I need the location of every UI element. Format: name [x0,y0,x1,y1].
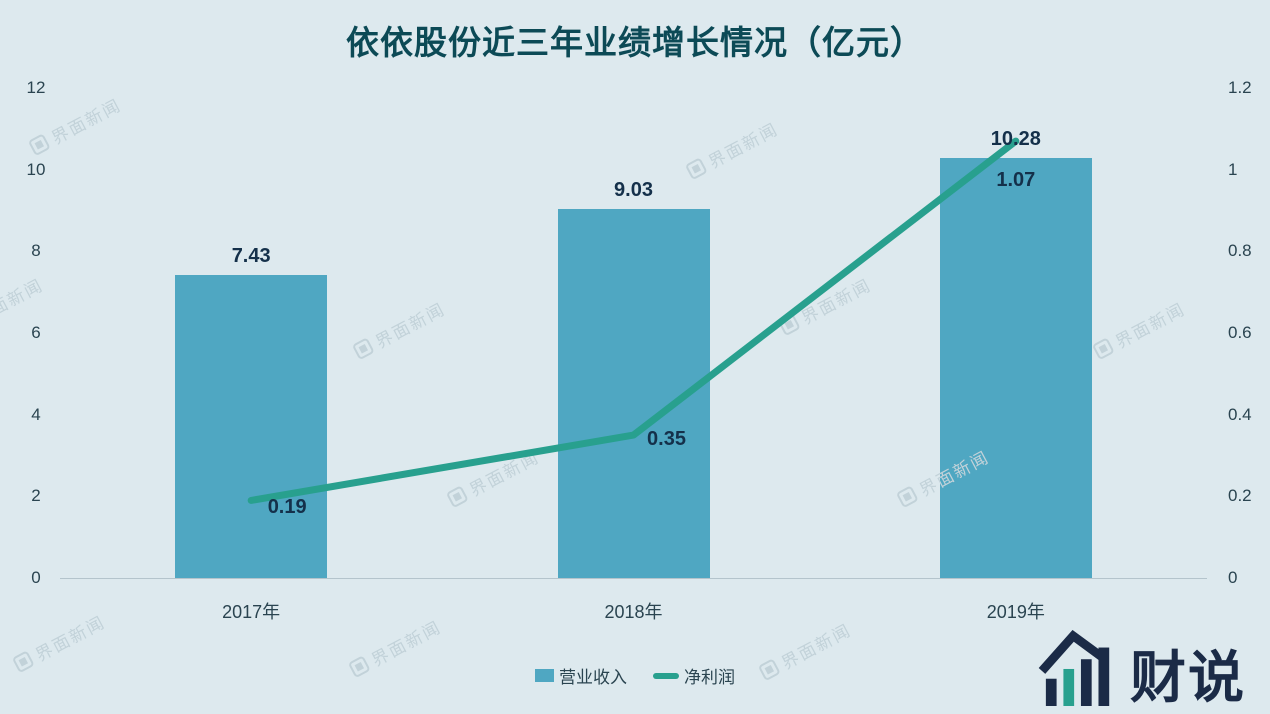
watermark-text: 界面新闻 [705,119,782,173]
y-axis-left-tick: 4 [31,404,41,424]
brand-text: 财说 [1130,646,1246,709]
y-axis-left-tick: 2 [31,486,41,506]
y-axis-left-tick: 12 [26,78,46,97]
y-axis-left-tick: 10 [26,159,46,179]
watermark-jiemian: 界面新闻 [26,91,125,160]
x-axis-label: 2019年 [986,602,1045,622]
legend-item-net-profit: 净利润 [653,663,735,688]
jiemian-logo-icon [895,485,919,509]
line-value-label: 0.19 [267,496,307,519]
jiemian-logo-icon [1091,337,1115,361]
y-axis-right-tick: 0.6 [1228,323,1252,342]
legend-label: 净利润 [684,668,735,687]
watermark-jiemian: 界面新闻 [1090,295,1189,364]
legend-item-revenue: 营业收入 [535,663,627,688]
line-value-label: 1.07 [996,169,1036,192]
y-axis-left-tick: 6 [31,323,41,342]
legend-label: 营业收入 [559,668,627,687]
jiemian-logo-icon [777,313,801,337]
watermark-text: 界面新闻 [0,275,47,329]
watermark-text: 界面新闻 [1112,299,1189,353]
y-axis-right-tick: 1.2 [1228,78,1252,97]
y-axis-left-tick: 0 [31,568,41,587]
line-swatch-icon [653,672,679,679]
bar-value-label: 9.03 [614,179,653,202]
bar-value-label: 7.43 [231,244,271,267]
brand-logo: 财说 [1038,630,1246,706]
y-axis-right-tick: 0.2 [1228,486,1252,506]
x-axis-label: 2017年 [222,602,281,622]
chart-title: 依依股份近三年业绩增长情况（亿元） [346,24,924,61]
watermark-text: 界面新闻 [372,299,449,353]
legend: 营业收入 净利润 [0,663,1270,688]
watermark-jiemian: 界面新闻 [683,115,782,184]
revenue-bar [557,209,710,578]
watermark-text: 界面新闻 [32,612,109,666]
x-axis-label: 2018年 [604,602,663,622]
y-axis-right-tick: 0 [1228,568,1238,587]
watermark-jiemian: 界面新闻 [776,271,875,340]
watermark-text: 界面新闻 [798,275,875,329]
y-axis-right-tick: 0.4 [1228,404,1252,424]
jiemian-logo-icon [27,133,51,157]
x-axis-line [60,578,1207,579]
jiemian-logo-icon [684,157,708,181]
y-axis-left-tick: 8 [31,241,41,261]
jiemian-logo-icon [445,485,469,509]
jiemian-logo-icon [351,337,375,361]
revenue-bar [939,158,1092,578]
revenue-bar [175,274,328,578]
line-value-label: 0.35 [647,428,686,451]
watermark-jiemian: 界面新闻 [350,295,449,364]
brand-chart-icon [1038,630,1110,706]
bar-value-label: 10.28 [990,128,1041,151]
y-axis-right-tick: 1 [1228,159,1238,179]
watermark-jiemian: 界面新闻 [444,443,543,512]
watermark-text: 界面新闻 [466,447,543,501]
y-axis-right-tick: 0.8 [1228,241,1252,261]
bar-swatch-icon [535,669,554,682]
watermark-text: 界面新闻 [48,95,125,149]
